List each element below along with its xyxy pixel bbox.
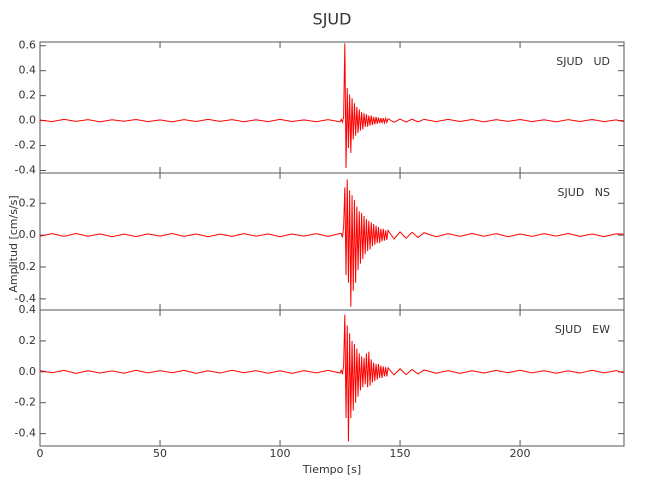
y-tick-label: -0.4 [15,427,36,440]
x-tick-label: 200 [510,447,531,460]
x-tick-label: 100 [270,447,291,460]
y-tick-label: 0.4 [19,64,37,77]
x-tick-label: 0 [37,447,44,460]
panel-label: SJUD UD [556,55,610,68]
y-tick-label: 0.0 [19,228,37,241]
y-tick-label: -0.2 [15,260,36,273]
y-tick-label: -0.2 [15,396,36,409]
trace-line [39,43,624,169]
y-tick-label: 0.4 [19,303,37,316]
y-axis-label: Amplitud [cm/s/s] [7,195,20,292]
panel-label: SJUD EW [555,323,610,336]
x-axis-label: Tiempo [s] [302,463,361,476]
panel-frame [39,309,625,447]
y-tick-label: 0.2 [19,89,37,102]
y-tick-label: -0.4 [15,164,36,177]
x-tick-label: 150 [390,447,411,460]
panel-frame [39,172,625,311]
x-tick-label: 50 [153,447,167,460]
y-tick-label: -0.4 [15,292,36,305]
panel-frame [39,41,625,174]
y-tick-label: 0.0 [19,114,37,127]
trace-line [39,179,624,307]
y-tick-label: -0.2 [15,139,36,152]
y-tick-label: 0.6 [19,39,37,52]
panel-label: SJUD NS [558,186,610,199]
trace-line [39,314,624,442]
chart-title: SJUD [313,10,352,29]
y-tick-label: 0.2 [19,334,37,347]
y-tick-label: 0.2 [19,196,37,209]
y-tick-label: 0.0 [19,365,37,378]
